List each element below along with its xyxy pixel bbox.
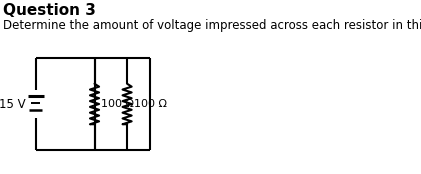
Text: Question 3: Question 3 bbox=[3, 3, 96, 18]
Text: 100 Ω: 100 Ω bbox=[101, 99, 134, 109]
Text: Determine the amount of voltage impressed across each resistor in this circuit:: Determine the amount of voltage impresse… bbox=[3, 19, 421, 32]
Text: 100 Ω: 100 Ω bbox=[133, 99, 167, 109]
Text: 15 V: 15 V bbox=[0, 97, 26, 110]
